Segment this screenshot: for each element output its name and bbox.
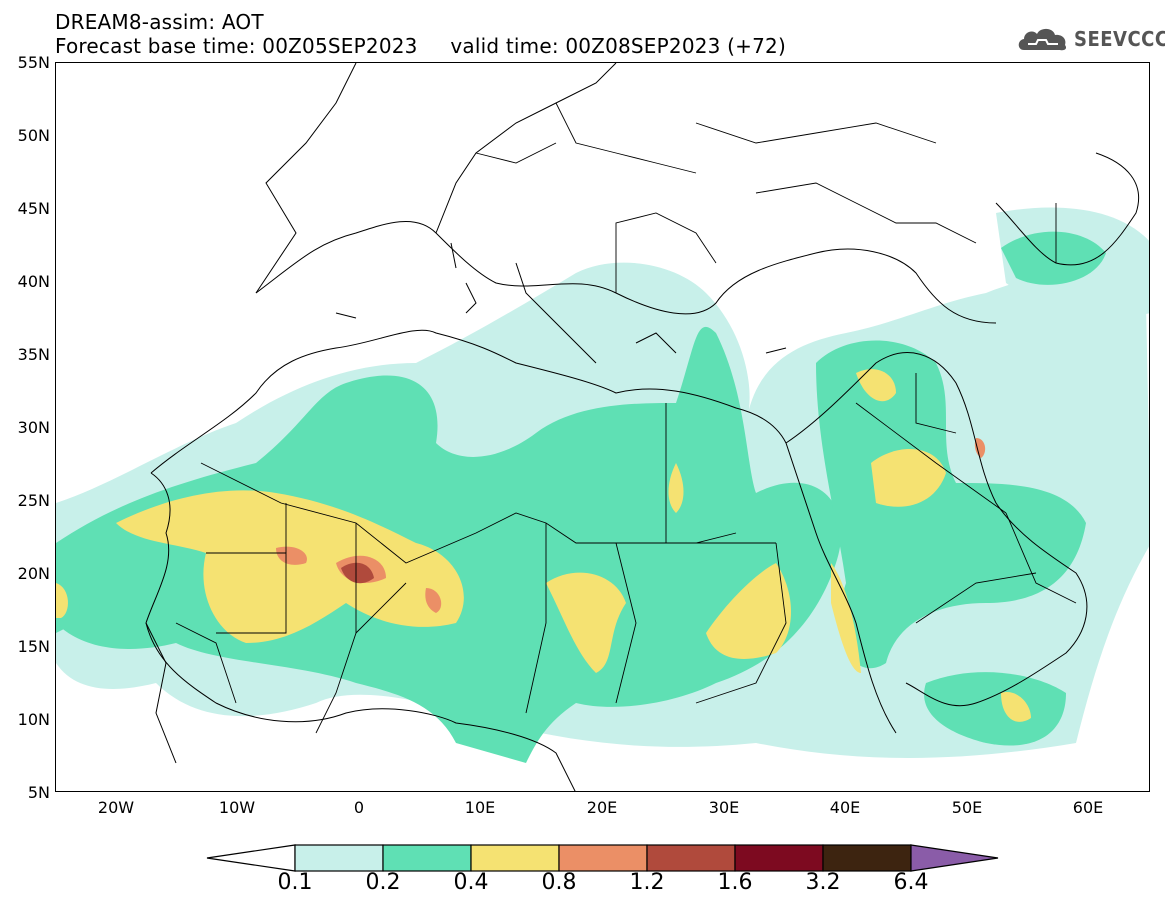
lat-label: 40N — [17, 272, 50, 291]
lat-label: 55N — [17, 53, 50, 72]
lon-label: 10W — [218, 798, 256, 817]
lon-label: 10E — [464, 798, 496, 817]
lat-label: 5N — [27, 783, 50, 802]
lat-label: 15N — [17, 637, 50, 656]
seevccc-logo: SEEVCCC — [1016, 24, 1165, 54]
map-title: DREAM8-assim: AOT — [55, 10, 264, 34]
aot-map — [55, 62, 1150, 792]
lat-label: 20N — [17, 564, 50, 583]
lon-label: 60E — [1072, 798, 1104, 817]
lon-label: 20E — [586, 798, 618, 817]
cloud-logo-icon — [1018, 28, 1067, 51]
colorbar-segment — [382, 844, 472, 872]
colorbar-segment — [558, 844, 648, 872]
colorbar-label: 1.6 — [717, 870, 753, 895]
lon-label: 20W — [97, 798, 135, 817]
map-subtitle: Forecast base time: 00Z05SEP2023 valid t… — [55, 34, 786, 58]
colorbar-label: 1.2 — [629, 870, 665, 895]
lat-label: 35N — [17, 345, 50, 364]
aot-level-0.4 — [56, 369, 1031, 722]
lon-label: 30E — [708, 798, 740, 817]
colorbar — [206, 844, 999, 872]
lon-label: 50E — [951, 798, 983, 817]
colorbar-label: 3.2 — [805, 870, 841, 895]
colorbar-segment — [646, 844, 736, 872]
colorbar-over-triangle — [910, 844, 999, 872]
lat-label: 25N — [17, 491, 50, 510]
colorbar-label: 0.1 — [277, 870, 313, 895]
colorbar-segment — [822, 844, 912, 872]
borders — [175, 102, 1077, 734]
lon-label: 0 — [353, 798, 365, 817]
colorbar-label: 6.4 — [893, 870, 929, 895]
lat-label: 30N — [17, 418, 50, 437]
lat-label: 10N — [17, 710, 50, 729]
colorbar-label: 0.4 — [453, 870, 489, 895]
colorbar-label: 0.2 — [365, 870, 401, 895]
coastlines — [145, 63, 1140, 791]
colorbar-under-triangle — [206, 844, 296, 872]
lat-label: 45N — [17, 199, 50, 218]
colorbar-label: 0.8 — [541, 870, 577, 895]
logo-text: SEEVCCC — [1074, 27, 1165, 51]
colorbar-segment — [734, 844, 824, 872]
lon-label: 40E — [829, 798, 861, 817]
lat-label: 50N — [17, 126, 50, 145]
aot-level-1.2 — [341, 562, 374, 584]
islands — [335, 242, 787, 354]
colorbar-segment — [294, 844, 384, 872]
colorbar-segment — [470, 844, 560, 872]
